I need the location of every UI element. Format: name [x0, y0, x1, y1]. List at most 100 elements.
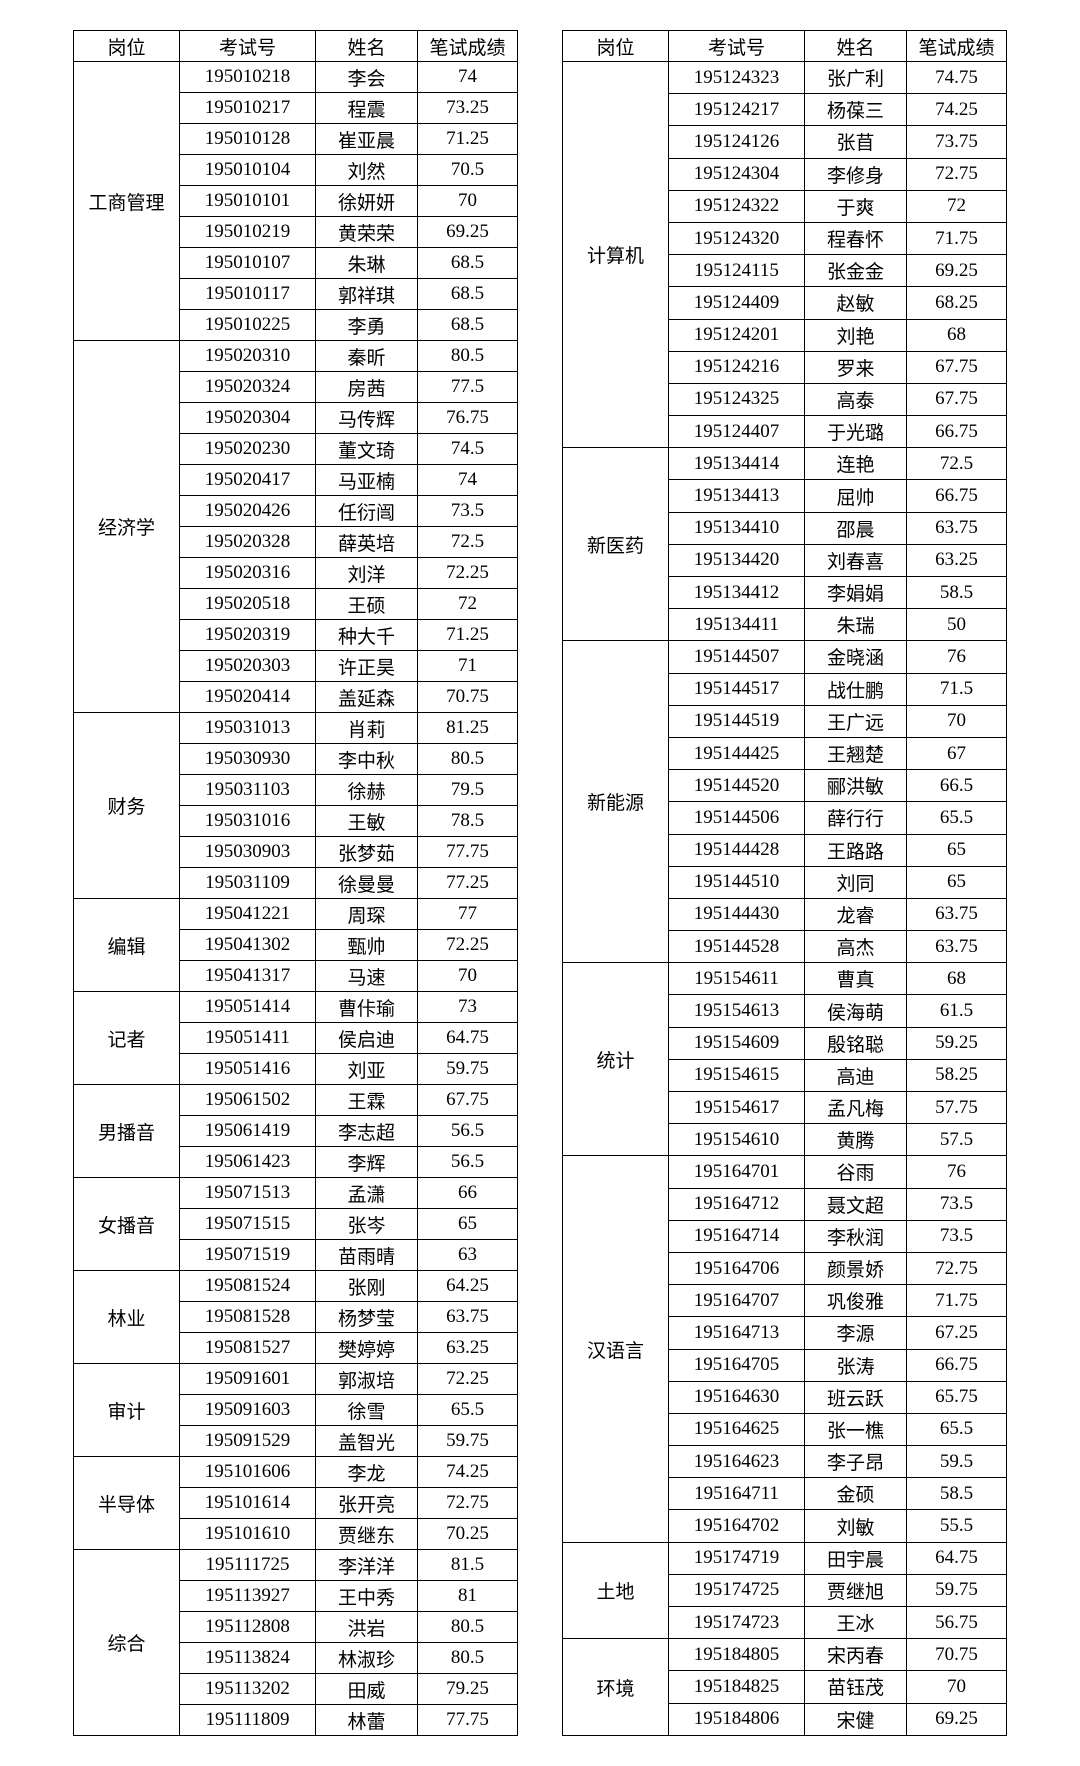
exam-id-cell: 195010218 [180, 62, 316, 93]
name-cell: 张刚 [316, 1271, 418, 1302]
name-cell: 李会 [316, 62, 418, 93]
name-cell: 刘同 [805, 866, 907, 898]
exam-id-cell: 195154617 [669, 1092, 805, 1124]
score-cell: 59.75 [418, 1054, 518, 1085]
exam-id-cell: 195031109 [180, 868, 316, 899]
name-cell: 郭淑培 [316, 1364, 418, 1395]
score-cell: 76 [907, 641, 1007, 673]
table-row: 编辑195041221周琛77 [74, 899, 518, 930]
score-cell: 63.25 [418, 1333, 518, 1364]
exam-id-cell: 195010117 [180, 279, 316, 310]
score-cell: 68.25 [907, 287, 1007, 319]
score-cell: 57.75 [907, 1092, 1007, 1124]
exam-id-cell: 195144528 [669, 931, 805, 963]
name-cell: 张苜 [805, 126, 907, 158]
score-cell: 72.25 [418, 930, 518, 961]
position-cell: 计算机 [563, 62, 669, 448]
score-cell: 66 [418, 1178, 518, 1209]
exam-id-cell: 195061502 [180, 1085, 316, 1116]
exam-id-cell: 195112808 [180, 1612, 316, 1643]
score-cell: 67.75 [907, 351, 1007, 383]
name-cell: 田宇晨 [805, 1542, 907, 1574]
score-cell: 63.75 [907, 512, 1007, 544]
position-cell: 男播音 [74, 1085, 180, 1178]
score-cell: 65.75 [907, 1381, 1007, 1413]
exam-id-cell: 195020230 [180, 434, 316, 465]
exam-id-cell: 195051414 [180, 992, 316, 1023]
name-cell: 王霖 [316, 1085, 418, 1116]
name-cell: 薛英培 [316, 527, 418, 558]
name-cell: 朱瑞 [805, 609, 907, 641]
exam-id-cell: 195091603 [180, 1395, 316, 1426]
col-header-1: 考试号 [180, 31, 316, 62]
exam-id-cell: 195010101 [180, 186, 316, 217]
score-cell: 79.5 [418, 775, 518, 806]
exam-id-cell: 195174725 [669, 1574, 805, 1606]
score-cell: 79.25 [418, 1674, 518, 1705]
name-cell: 李子昂 [805, 1446, 907, 1478]
exam-id-cell: 195174723 [669, 1607, 805, 1639]
exam-id-cell: 195154609 [669, 1027, 805, 1059]
score-cell: 71.75 [907, 1285, 1007, 1317]
exam-id-cell: 195144425 [669, 737, 805, 769]
exam-id-cell: 195081527 [180, 1333, 316, 1364]
exam-id-cell: 195010104 [180, 155, 316, 186]
name-cell: 任衍闿 [316, 496, 418, 527]
name-cell: 张岑 [316, 1209, 418, 1240]
score-cell: 76.75 [418, 403, 518, 434]
table-row: 半导体195101606李龙74.25 [74, 1457, 518, 1488]
score-cell: 70 [907, 1671, 1007, 1703]
name-cell: 李勇 [316, 310, 418, 341]
name-cell: 殷铭聪 [805, 1027, 907, 1059]
exam-id-cell: 195010128 [180, 124, 316, 155]
score-cell: 81.5 [418, 1550, 518, 1581]
exam-id-cell: 195184825 [669, 1671, 805, 1703]
table-row: 女播音195071513孟潇66 [74, 1178, 518, 1209]
score-cell: 72.75 [418, 1488, 518, 1519]
name-cell: 连艳 [805, 448, 907, 480]
name-cell: 王冰 [805, 1607, 907, 1639]
score-cell: 65.5 [418, 1395, 518, 1426]
exam-id-cell: 195144519 [669, 705, 805, 737]
exam-id-cell: 195061423 [180, 1147, 316, 1178]
score-cell: 66.75 [907, 1349, 1007, 1381]
name-cell: 甄帅 [316, 930, 418, 961]
name-cell: 种大千 [316, 620, 418, 651]
score-cell: 68.5 [418, 279, 518, 310]
score-cell: 80.5 [418, 744, 518, 775]
exam-id-cell: 195164712 [669, 1188, 805, 1220]
table-row: 林业195081524张刚64.25 [74, 1271, 518, 1302]
score-cell: 65 [907, 834, 1007, 866]
score-cell: 59.5 [907, 1446, 1007, 1478]
exam-id-cell: 195124320 [669, 222, 805, 254]
name-cell: 樊婷婷 [316, 1333, 418, 1364]
exam-id-cell: 195031103 [180, 775, 316, 806]
name-cell: 赵敏 [805, 287, 907, 319]
position-cell: 汉语言 [563, 1156, 669, 1542]
exam-id-cell: 195144506 [669, 802, 805, 834]
exam-id-cell: 195144507 [669, 641, 805, 673]
score-cell: 66.75 [907, 416, 1007, 448]
exam-id-cell: 195134410 [669, 512, 805, 544]
position-cell: 新能源 [563, 641, 669, 963]
exam-id-cell: 195164701 [669, 1156, 805, 1188]
exam-id-cell: 195071515 [180, 1209, 316, 1240]
score-cell: 73.5 [907, 1188, 1007, 1220]
exam-id-cell: 195020414 [180, 682, 316, 713]
name-cell: 秦昕 [316, 341, 418, 372]
exam-id-cell: 195124325 [669, 383, 805, 415]
col-header-0: 岗位 [74, 31, 180, 62]
name-cell: 李娟娟 [805, 577, 907, 609]
exam-id-cell: 195041317 [180, 961, 316, 992]
score-cell: 56.5 [418, 1147, 518, 1178]
name-cell: 侯启迪 [316, 1023, 418, 1054]
name-cell: 罗来 [805, 351, 907, 383]
exam-id-cell: 195071513 [180, 1178, 316, 1209]
name-cell: 徐赫 [316, 775, 418, 806]
position-cell: 统计 [563, 963, 669, 1156]
exam-id-cell: 195101610 [180, 1519, 316, 1550]
name-cell: 洪岩 [316, 1612, 418, 1643]
score-cell: 65.5 [907, 802, 1007, 834]
right-table: 岗位考试号姓名笔试成绩计算机195124323张广利74.75195124217… [562, 30, 1007, 1736]
score-cell: 70 [907, 705, 1007, 737]
